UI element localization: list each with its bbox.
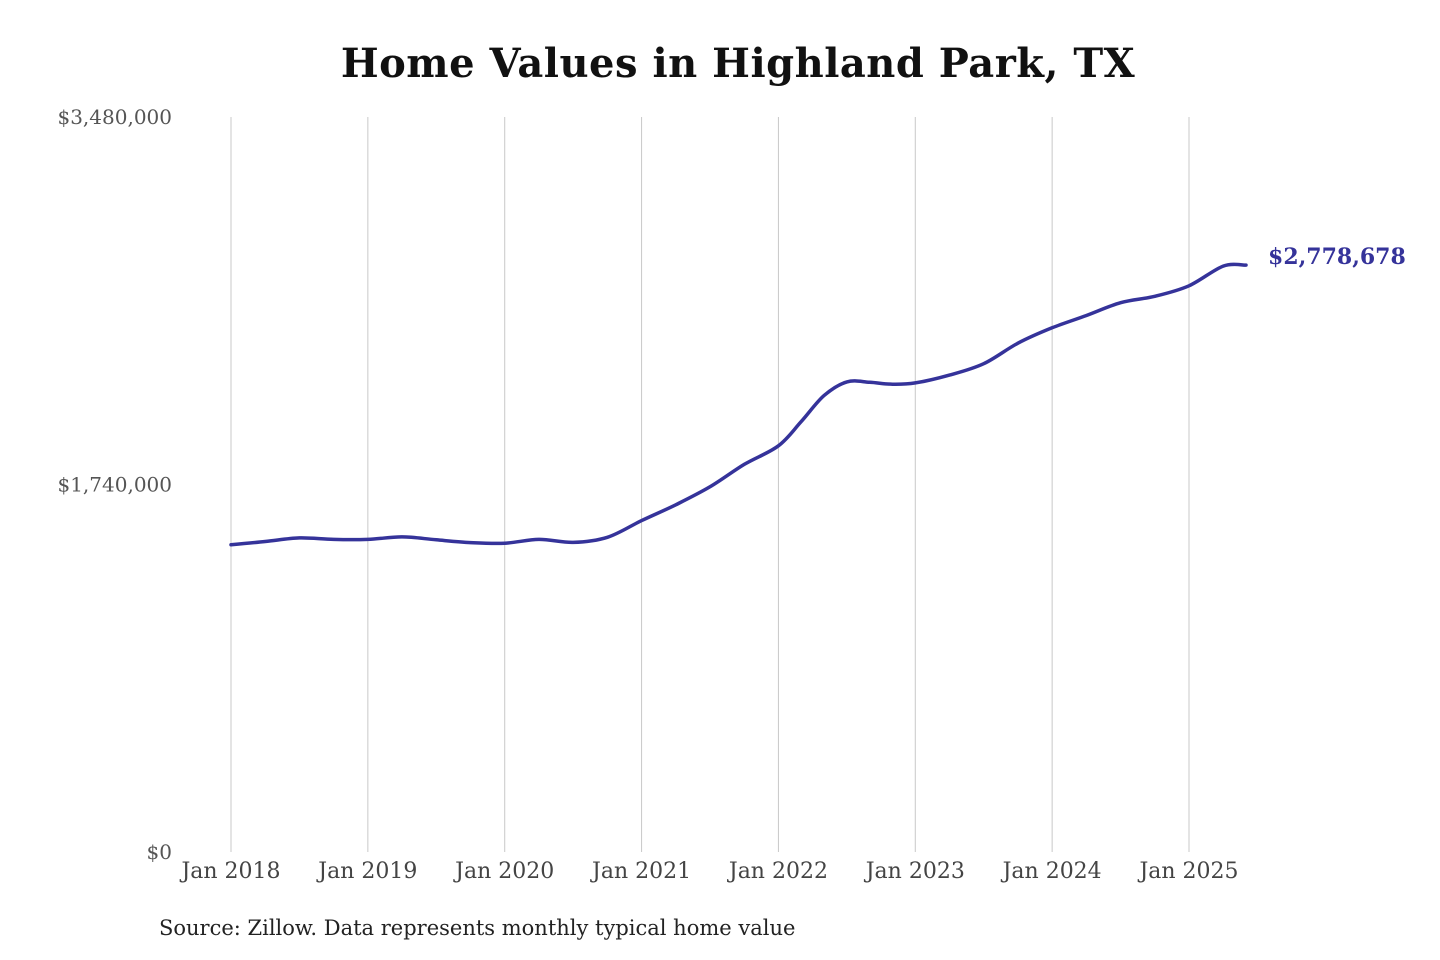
x-tick-label: Jan 2021 [590,859,691,884]
end-value-label: $2,778,678 [1268,244,1406,270]
x-tick-label: Jan 2022 [727,859,828,884]
series-line [229,262,1248,547]
x-tick-label: Jan 2019 [316,859,417,884]
y-tick-label: $1,740,000 [57,473,172,497]
chart-title: Home Values in Highland Park, TX [340,40,1136,87]
x-tick-label: Jan 2024 [1001,859,1102,884]
x-tick-label: Jan 2020 [453,859,554,884]
y-tick-label: $3,480,000 [57,105,172,129]
gridlines [230,117,1190,852]
source-note: Source: Zillow. Data represents monthly … [159,916,796,940]
end-label-layer: $2,778,678 [1268,244,1406,270]
x-tick-label: Jan 2025 [1137,859,1238,884]
y-tick-label: $0 [147,840,172,864]
x-tick-label: Jan 2018 [179,859,280,884]
y-axis-ticks: $0 $1,740,000 $3,480,000 [57,105,172,864]
x-axis-ticks: Jan 2018 Jan 2019 Jan 2020 Jan 2021 Jan 2022… [179,859,1238,884]
series-layer [229,262,1248,547]
x-tick-label: Jan 2023 [864,859,965,884]
